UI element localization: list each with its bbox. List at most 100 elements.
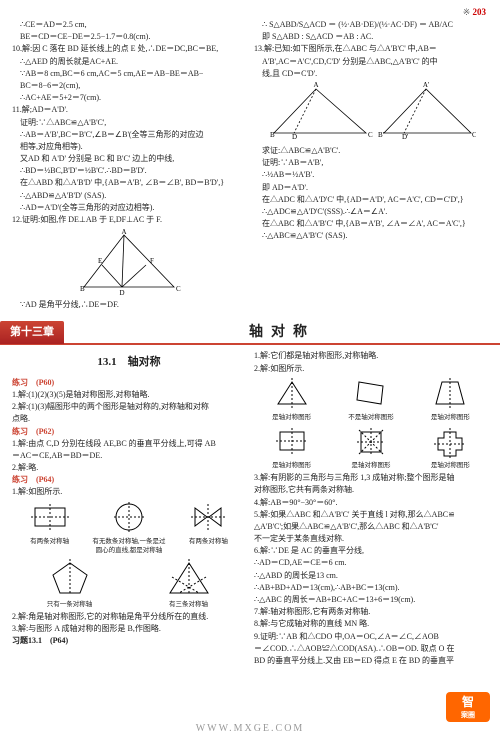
text: ∴AC+AE＝5+2＝7(cm). — [12, 92, 246, 103]
text: 13.解:已知:如下图所示,在△ABC 与△A'B'C' 中,AB＝ — [254, 43, 488, 54]
text: 9.证明:∵AB 和△CDO 中,OA＝OC,∠A＝∠C,∠AOB — [254, 631, 488, 642]
lower-content: 13.1 轴对称 练习 (P60)1.解:(1)(2)(3)(5)是轴对称图形,… — [0, 349, 500, 671]
text: 2.解:角是轴对称图形,它的对称轴是角平分线所在的直线. — [12, 611, 246, 622]
shape: 是轴对称图形 — [333, 424, 408, 470]
shape-label: 有无数条对称轴,一条是过圆心的直线,都是对称轴 — [91, 537, 166, 555]
svg-text:B': B' — [378, 131, 384, 139]
svg-text:F: F — [150, 257, 154, 265]
svg-text:D: D — [119, 289, 124, 297]
text: 1.解:如图所示. — [12, 486, 246, 497]
text: ∴△AED 的周长就是AC+AE. — [12, 56, 246, 67]
left-col-lower: 13.1 轴对称 练习 (P60)1.解:(1)(2)(3)(5)是轴对称图形,… — [12, 349, 246, 667]
text: ＝∠COD.∴△AOB≌△COD(ASA).∴OB＝OD. 取点 O 在 — [254, 643, 488, 654]
text: 求证:△ABC≌△A'B'C'. — [254, 145, 488, 156]
text: 证明:∵AB＝A'B', — [254, 157, 488, 168]
shape-label: 是轴对称图形 — [413, 413, 488, 422]
text: ∴AD＝CD,AE＝CE＝6 cm. — [254, 557, 488, 568]
text: 1.解:由点 C,D 分别在线段 AE,BC 的垂直平分线上,可得 AB — [12, 438, 246, 449]
shape-label: 有三条对称轴 — [131, 600, 246, 609]
shapes-row-1: 有两条对称轴 有无数条对称轴,一条是过圆心的直线,都是对称轴 有两条对称轴 — [12, 500, 246, 555]
text: 对称图形,它共有两条对称轴. — [254, 484, 488, 495]
shape: 是轴对称图形 — [254, 424, 329, 470]
text: BD 的垂直平分线上.又由 EB＝ED 得点 E 在 BD 的垂直平 — [254, 655, 488, 666]
svg-text:C': C' — [472, 131, 476, 139]
text: 证明:∵△ABC≌△A'B'C', — [12, 117, 246, 128]
text: 5.解:如果△ABC 和△A'B'C' 关于直线 l 对称,那么△ABC≌ — [254, 509, 488, 520]
svg-text:A: A — [313, 81, 318, 89]
svg-text:E: E — [98, 257, 102, 265]
text: 即 S△ABD : S△ACD ＝AB : AC. — [254, 31, 488, 42]
svg-text:B: B — [80, 285, 85, 293]
shape: 是轴对称图形 — [413, 424, 488, 470]
svg-text:D: D — [292, 133, 297, 141]
text: 练习 (P60) — [12, 377, 246, 388]
right-shapes-1: 是轴对称图形 不是轴对称图形 是轴对称图形 — [254, 376, 488, 422]
shape-circle: 有无数条对称轴,一条是过圆心的直线,都是对称轴 — [91, 500, 166, 555]
text: 12.证明:如图,作 DE⊥AB 于 E,DF⊥AC 于 F. — [12, 214, 246, 225]
svg-text:A': A' — [423, 81, 429, 89]
text: 线,且 CD＝C'D'. — [254, 68, 488, 79]
page-number: 203 — [473, 7, 487, 17]
text: 即 AD＝A'D'. — [254, 182, 488, 193]
text: ∴ S△ABD/S△ACD ＝ (½·AB·DE)/(½·AC·DF) ＝ AB… — [254, 19, 488, 30]
text: 练习 (P64) — [12, 474, 246, 485]
text: BE＝CD＝CE−DE＝2.5−1.7＝0.8(cm). — [12, 31, 246, 42]
chapter-tab: 第十三章 — [0, 321, 64, 344]
shape-bowtie: 有两条对称轴 — [171, 500, 246, 555]
watermark: WWW.MXGE.COM — [0, 722, 500, 736]
left-col-upper: ∴CE＝AD＝2.5 cm, BE＝CD＝CE−DE＝2.5−1.7＝0.8(c… — [12, 18, 246, 311]
shape-label: 不是轴对称图形 — [333, 413, 408, 422]
text: 8.解:与它成轴对称的直线 MN 略. — [254, 618, 488, 629]
text: 6.解:∵DE 是 AC 的垂直平分线, — [254, 545, 488, 556]
text: 3.解:与图形 A 成轴对称的图形是 B,作图略. — [12, 623, 246, 634]
text: 习题13.1 (P64) — [12, 635, 246, 646]
shape: 是轴对称图形 — [413, 376, 488, 422]
triangle-figure-12: A B C D E F — [12, 227, 246, 297]
text: ∴BD＝½BC,B'D'＝½B'C'.∴BD＝B'D'. — [12, 165, 246, 176]
svg-text:B: B — [270, 131, 275, 139]
text: ∴△ABD≌△A'B'D' (SAS). — [12, 190, 246, 201]
shape-pentagon: 只有一条对称轴 — [12, 557, 127, 609]
shape-label: 有两条对称轴 — [12, 537, 87, 546]
shape: 不是轴对称图形 — [333, 376, 408, 422]
shape-rect-cross: 有两条对称轴 — [12, 500, 87, 555]
text: 1.解:(1)(2)(3)(5)是轴对称图形,对称轴略. — [12, 389, 246, 400]
text: ∴△ABD 的周长是13 cm. — [254, 570, 488, 581]
text: 不一定关于某条直线对称. — [254, 533, 488, 544]
shape-label: 是轴对称图形 — [413, 461, 488, 470]
fig-caption: ∵AD 是角平分线,∴DE＝DF. — [12, 299, 246, 310]
text: 4.解:AB＝90°−30°＝60°. — [254, 497, 488, 508]
chapter-bar: 第十三章 轴对称 — [0, 321, 500, 345]
shape-label: 是轴对称图形 — [254, 461, 329, 470]
right-col-lower: 1.解:它们都是轴对称图形,对称轴略. 2.解:如图所示. 是轴对称图形 不是轴… — [254, 349, 488, 667]
text: A'B',AC＝A'C',CD,C'D' 分别是△ABC,△A'B'C' 的中 — [254, 56, 488, 67]
text: 练习 (P62) — [12, 426, 246, 437]
text: ∴AD＝A'D'(全等三角形的对应边相等). — [12, 202, 246, 213]
text: 又AD 和 A'D' 分别是 BC 和 B'C' 边上的中线, — [12, 153, 246, 164]
triangle-pair-figure: A B C D A' B' C' D' — [254, 81, 488, 143]
text: 1.解:它们都是轴对称图形,对称轴略. — [254, 350, 488, 361]
text: 在△ABD 和△A'B'D' 中,{AB＝A'B', ∠B＝∠B', BD＝B'… — [12, 177, 246, 188]
text: ＝AC＝CE,AB＝BD＝DE. — [12, 450, 246, 461]
text: 3.解:有阴影的三角形与三角形 1,3 成轴对称;整个图形是轴 — [254, 472, 488, 483]
text: 相等,对应角相等). — [12, 141, 246, 152]
text: ∴½AB＝½A'B'. — [254, 169, 488, 180]
shape: 是轴对称图形 — [254, 376, 329, 422]
shapes-row-2: 只有一条对称轴 有三条对称轴 — [12, 557, 246, 609]
shape-label: 是轴对称图形 — [254, 413, 329, 422]
text: BC＝8−6＝2(cm), — [12, 80, 246, 91]
text: ∴AB+BD+AD＝13(cm),∴AB+BC＝13(cm). — [254, 582, 488, 593]
right-col-upper: ∴ S△ABD/S△ACD ＝ (½·AB·DE)/(½·AC·DF) ＝ AB… — [254, 18, 488, 311]
text: 2.解:略. — [12, 462, 246, 473]
text: 2.解:(1)(3)幅图形中的两个图形是轴对称的,对称轴和对称 — [12, 401, 246, 412]
text: ∴△ABC 的周长＝AB+BC+AC＝13+6＝19(cm). — [254, 594, 488, 605]
right-shapes-2: 是轴对称图形 是轴对称图形 是轴对称图形 — [254, 424, 488, 470]
upper-content: ∴CE＝AD＝2.5 cm, BE＝CD＝CE−DE＝2.5−1.7＝0.8(c… — [0, 0, 500, 315]
page-num-prefix: ※ — [463, 7, 473, 17]
text: ∴CE＝AD＝2.5 cm, — [12, 19, 246, 30]
svg-text:D': D' — [402, 133, 408, 141]
text: 在△ABC 和△A'B'C' 中,{AB＝A'B', ∠A＝∠A', AC＝A'… — [254, 218, 488, 229]
shape-label: 只有一条对称轴 — [12, 600, 127, 609]
text: 7.解:轴对称图形,它有两条对称轴. — [254, 606, 488, 617]
text: △A'B'C';如果△ABC≌△A'B'C',那么△ABC 和△A'B'C' — [254, 521, 488, 532]
